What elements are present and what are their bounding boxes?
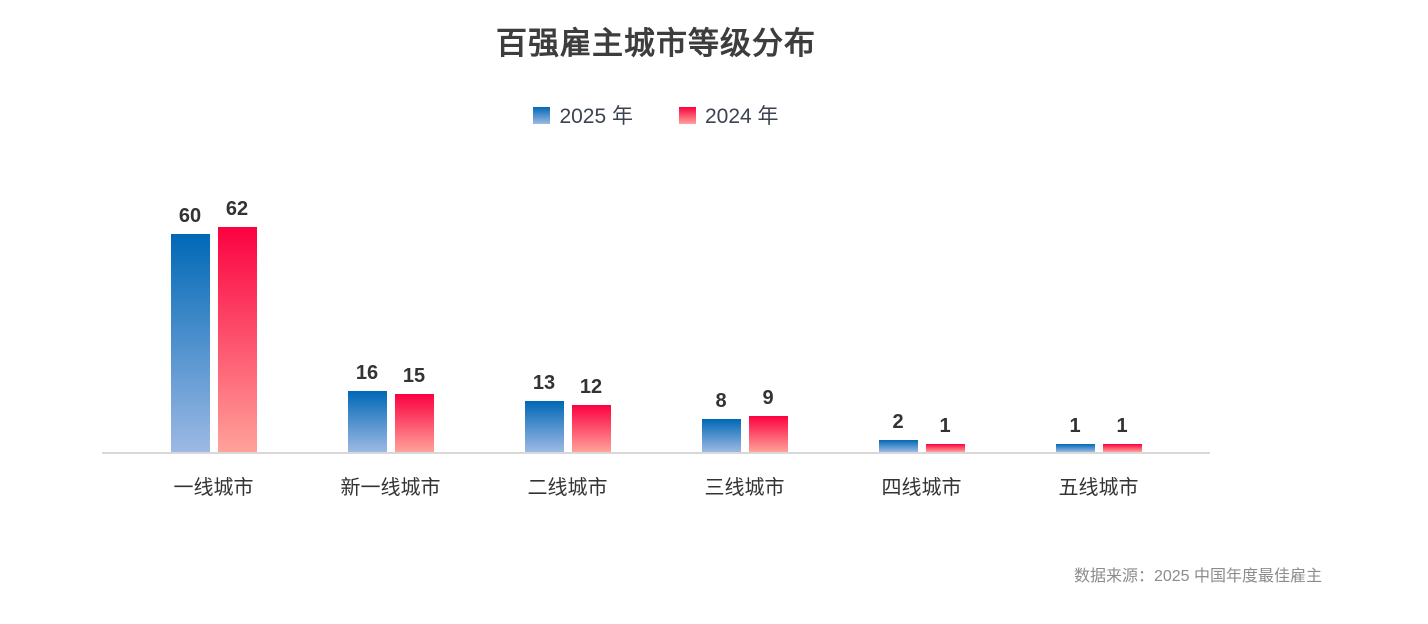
plot-area: 60 62 16 15 13 12 8 9 2 1 1 1 — [125, 178, 1187, 452]
bar-value-label: 13 — [532, 372, 556, 394]
bar-wrap: 62 — [217, 198, 257, 452]
x-axis-line — [102, 452, 1210, 454]
bar-group-2: 13 12 — [479, 178, 656, 452]
bar-2025-cat0 — [170, 234, 210, 452]
bar-wrap: 9 — [748, 387, 788, 452]
bar-value-label: 1 — [939, 415, 951, 437]
bar-value-label: 62 — [225, 198, 249, 220]
bar-2024-cat1 — [394, 394, 434, 452]
legend: 2025 年 2024 年 — [0, 100, 1312, 130]
bar-2024-cat0 — [217, 227, 257, 452]
x-axis-label-2: 二线城市 — [527, 477, 608, 499]
bar-value-label: 1 — [1069, 415, 1081, 437]
bar-2025-cat5 — [1055, 444, 1095, 452]
source-note: 数据来源：2025 中国年度最佳雇主 — [1073, 568, 1322, 585]
bar-wrap: 8 — [701, 390, 741, 452]
legend-label: 2025 年 — [559, 105, 633, 128]
bar-2024-cat3 — [748, 416, 788, 452]
bar-value-label: 8 — [715, 390, 727, 412]
bar-2024-cat5 — [1102, 444, 1142, 452]
legend-item-2025: 2025 年 — [533, 100, 633, 130]
bar-group-1: 16 15 — [302, 178, 479, 452]
bar-2025-cat4 — [878, 440, 918, 452]
bar-value-label: 1 — [1116, 415, 1128, 437]
chart-title: 百强雇主城市等级分布 — [496, 26, 816, 61]
bar-value-label: 12 — [579, 376, 603, 398]
bar-wrap: 1 — [1102, 415, 1142, 452]
bar-wrap: 1 — [1055, 415, 1095, 452]
x-axis-label-4: 四线城市 — [881, 477, 962, 499]
bar-2025-cat3 — [701, 419, 741, 452]
bar-wrap: 13 — [524, 372, 564, 452]
legend-label: 2024 年 — [705, 105, 779, 128]
bar-wrap: 2 — [878, 411, 918, 452]
x-axis-label-5: 五线城市 — [1058, 477, 1139, 499]
bar-2025-cat2 — [524, 401, 564, 452]
bar-group-0: 60 62 — [125, 178, 302, 452]
bar-wrap: 1 — [925, 415, 965, 452]
bar-value-label: 9 — [762, 387, 774, 409]
bar-wrap: 16 — [347, 362, 387, 452]
legend-item-2024: 2024 年 — [679, 100, 779, 130]
bar-value-label: 15 — [402, 365, 426, 387]
legend-swatch-icon — [679, 106, 696, 124]
x-axis-label-1: 新一线城市 — [340, 477, 441, 499]
bar-2025-cat1 — [347, 391, 387, 452]
bar-2024-cat4 — [925, 444, 965, 452]
x-axis-labels: 一线城市 新一线城市 二线城市 三线城市 四线城市 五线城市 — [125, 471, 1187, 500]
bar-wrap: 60 — [170, 205, 210, 452]
bar-wrap: 12 — [571, 376, 611, 452]
bar-value-label: 16 — [355, 362, 379, 384]
legend-swatch-icon — [533, 106, 551, 124]
bar-2024-cat2 — [571, 405, 611, 452]
bar-value-label: 2 — [892, 411, 904, 433]
bar-value-label: 60 — [178, 205, 202, 227]
x-axis-label-0: 一线城市 — [173, 477, 254, 499]
x-axis-label-3: 三线城市 — [704, 477, 785, 499]
bar-wrap: 15 — [394, 365, 434, 452]
